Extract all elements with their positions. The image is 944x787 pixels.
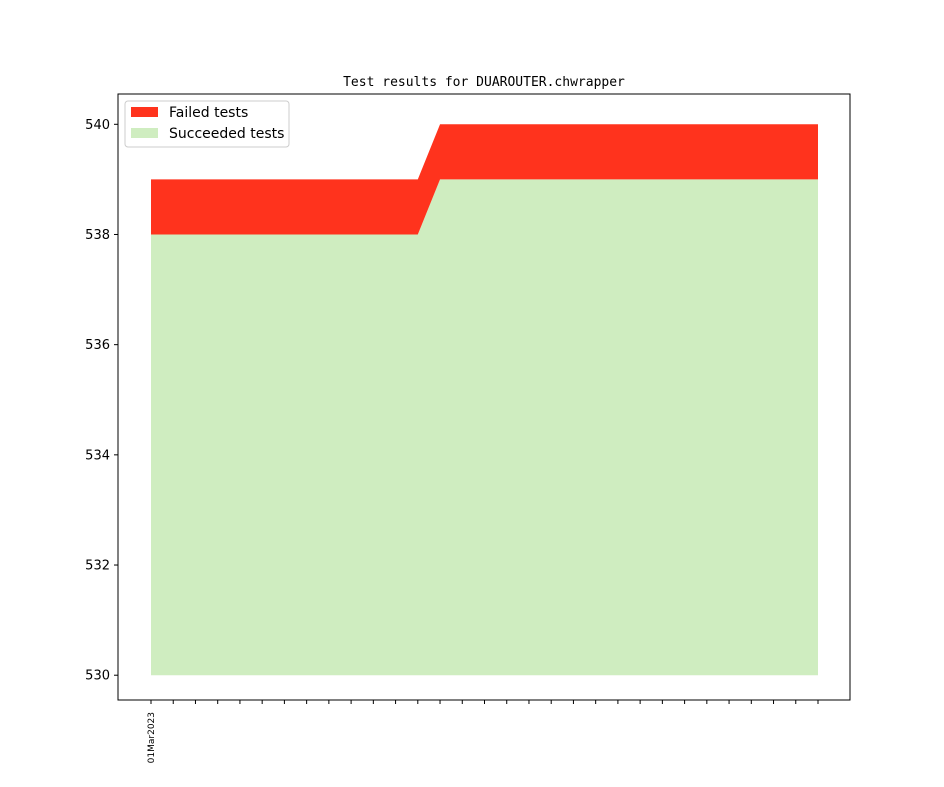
y-tick-label: 530	[85, 669, 110, 684]
x-tick-label: 01Mar2023	[147, 712, 157, 763]
legend-swatch-failed-tests	[131, 107, 158, 117]
legend-frame	[124, 100, 290, 148]
y-tick-label: 534	[85, 448, 110, 463]
x-axis: 01Mar2023	[147, 700, 819, 763]
y-tick-label: 532	[85, 559, 110, 574]
area-failed-tests	[151, 124, 818, 235]
legend-label-succeeded-tests: Succeeded tests	[169, 126, 284, 142]
legend: Failed tests Succeeded tests	[124, 100, 290, 148]
legend-swatch-succeeded-tests	[131, 128, 158, 138]
y-tick-label: 536	[85, 338, 110, 353]
area-succeeded-tests	[151, 179, 818, 676]
chart-title: Test results for DUAROUTER.chwrapper	[343, 75, 625, 90]
y-axis: 530 532 534 536 538 540	[85, 118, 118, 684]
y-tick-label: 538	[85, 228, 110, 243]
legend-label-failed-tests: Failed tests	[169, 105, 248, 121]
plot-areas	[151, 124, 818, 676]
y-tick-label: 540	[85, 118, 110, 133]
